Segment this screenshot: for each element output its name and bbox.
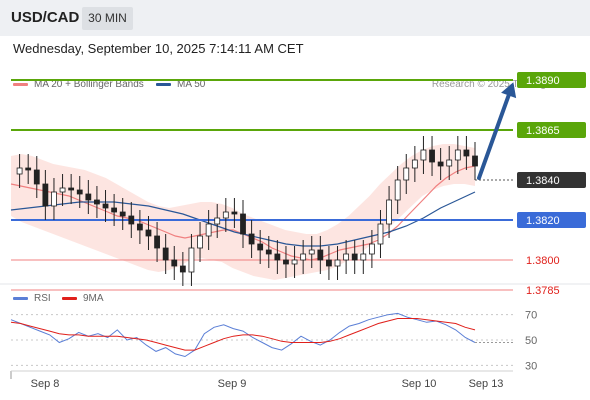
rsi-tick-label: 70 xyxy=(525,310,537,322)
rsi-tick-label: 30 xyxy=(525,360,537,372)
legend-item-rsi: RSI xyxy=(13,293,51,304)
chart-datetime: Wednesday, September 10, 2025 7:14:11 AM… xyxy=(13,41,304,56)
level-badge-2 xyxy=(517,172,586,188)
candle-body xyxy=(42,183,49,207)
candle-body xyxy=(188,247,195,273)
legend-item-ma50: MA 50 xyxy=(156,79,205,90)
candle-body xyxy=(51,191,57,207)
x-tick-label: Sep 13 xyxy=(469,378,504,390)
legend-item-ma20: MA 20 + Bollinger Bands xyxy=(13,79,144,90)
legend-item-9ma: 9MA xyxy=(62,293,104,304)
candle-body xyxy=(205,223,212,237)
candle-body xyxy=(437,161,444,167)
candle-body xyxy=(248,233,255,245)
candle-body xyxy=(145,229,152,237)
candle-body xyxy=(377,223,384,245)
candle-body xyxy=(85,193,92,201)
candle-body xyxy=(162,247,169,261)
candle-body xyxy=(386,199,392,225)
candle-body xyxy=(403,167,410,181)
legend-label-ma50: MA 50 xyxy=(177,79,206,90)
candle-body xyxy=(257,243,264,251)
candle-body xyxy=(94,199,100,205)
level-label-1: 1.3865 xyxy=(526,125,560,137)
x-tick-label: Sep 9 xyxy=(218,378,247,390)
level-label-0: 1.3890 xyxy=(526,75,560,87)
candle-body xyxy=(291,259,298,265)
candle-body xyxy=(454,149,461,161)
level-badge-1 xyxy=(517,122,586,138)
candle-body xyxy=(59,187,66,193)
candle-body xyxy=(76,189,83,195)
candle-body xyxy=(283,259,289,265)
level-label-2: 1.3840 xyxy=(526,175,560,187)
rsi-tick-label: 50 xyxy=(525,335,537,347)
candle-body xyxy=(343,253,350,261)
symbol-title: USD/CAD xyxy=(11,9,80,26)
rsi-series-9ma xyxy=(10,318,476,351)
candle-body xyxy=(128,215,135,225)
candle-body xyxy=(119,211,126,217)
legend-label-9ma: 9MA xyxy=(83,293,104,304)
candle-body xyxy=(111,207,118,213)
candle-body xyxy=(222,211,229,219)
candle-body xyxy=(300,253,307,261)
candle-body xyxy=(68,187,75,191)
legend-swatch-rsi xyxy=(13,296,28,300)
legend-swatch-9ma xyxy=(62,296,77,300)
candle-body xyxy=(214,217,221,225)
legend-swatch-ma50 xyxy=(156,82,171,86)
x-tick-label: Sep 8 xyxy=(31,378,60,390)
candle-body xyxy=(179,265,186,273)
candle-body xyxy=(16,167,23,175)
candle-body xyxy=(472,155,478,167)
candle-body xyxy=(420,149,427,161)
copyright-text: Research © 2025 Trading Central xyxy=(431,79,581,90)
candle-body xyxy=(463,149,470,157)
legend-swatch-ma20 xyxy=(13,82,28,86)
candle-body xyxy=(394,179,401,201)
candle-body xyxy=(334,259,341,267)
candle-body xyxy=(274,253,281,261)
candle-body xyxy=(326,259,332,267)
candle-body xyxy=(154,235,160,249)
level-badge-3 xyxy=(517,212,586,228)
candle-body xyxy=(25,167,32,171)
level-label-3: 1.3820 xyxy=(526,215,560,227)
candle-body xyxy=(360,253,367,261)
timeframe-selector[interactable]: 30 MIN xyxy=(82,7,133,30)
level-badge-0 xyxy=(517,72,586,88)
candle-body xyxy=(240,213,246,235)
candle-body xyxy=(231,211,238,215)
candle-body xyxy=(308,249,315,255)
candle-body xyxy=(351,253,358,261)
candle-body xyxy=(171,259,178,267)
candle-body xyxy=(411,159,418,169)
legend-label-ma20: MA 20 + Bollinger Bands xyxy=(34,79,144,90)
header-bar: USD/CAD 30 MIN xyxy=(0,0,590,36)
candle-body xyxy=(446,159,453,167)
candle-body xyxy=(265,249,272,255)
forecast-arrow-shaft xyxy=(477,84,514,180)
candle-body xyxy=(429,149,435,163)
level-label-5: 1.3785 xyxy=(526,285,560,297)
level-label-4: 1.3800 xyxy=(526,255,560,267)
forecast-arrow-head xyxy=(501,82,517,99)
candle-body xyxy=(136,223,143,231)
candle-body xyxy=(317,249,324,261)
candle-body xyxy=(368,243,375,255)
x-tick-label: Sep 10 xyxy=(402,378,437,390)
candle-body xyxy=(33,169,40,185)
candle-body xyxy=(102,203,109,209)
candle-body xyxy=(197,235,203,249)
legend-label-rsi: RSI xyxy=(34,293,51,304)
